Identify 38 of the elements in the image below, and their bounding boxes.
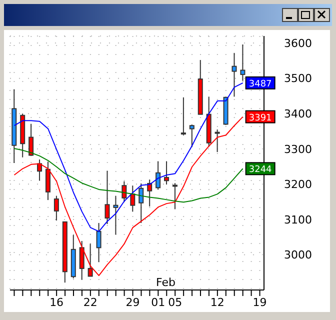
candlestick	[45, 161, 50, 201]
y-tick-label: 3400	[284, 108, 312, 121]
y-tick-label: 3200	[284, 178, 312, 192]
candlestick	[214, 128, 220, 153]
y-tick-label: 3300	[284, 142, 312, 156]
line-series	[14, 116, 244, 276]
candlestick	[172, 182, 178, 210]
candlestick	[189, 124, 194, 148]
candlestick	[147, 179, 152, 207]
candlestick	[240, 44, 246, 82]
y-tick-label: 3600	[284, 36, 312, 50]
candlestick	[104, 170, 110, 225]
data-label: 3391	[248, 113, 272, 124]
y-tick-label: 3500	[284, 72, 312, 86]
y-tick-label: 3100	[284, 213, 312, 226]
candlestick	[232, 52, 237, 98]
x-tick-label: 22	[83, 296, 98, 309]
candlestick	[122, 180, 127, 203]
candlestick	[54, 195, 59, 222]
y-tick-label: 3000	[284, 248, 312, 262]
x-tick-label: 29	[126, 296, 140, 309]
candlestick	[164, 160, 170, 186]
x-tick-label: 19	[252, 296, 267, 309]
candlestick	[130, 185, 136, 212]
x-tick-label: 12	[210, 296, 224, 309]
x-tick-label: 16	[50, 296, 64, 309]
candlestick	[96, 222, 102, 263]
candlestick	[37, 158, 42, 182]
candlestick	[138, 182, 144, 224]
candlestick	[28, 123, 34, 156]
data-label: 3487	[248, 79, 272, 90]
candlestick	[180, 96, 186, 136]
data-label: 3244	[248, 165, 272, 176]
x-tick-label: 01	[151, 296, 166, 309]
x-tick-label: 05	[168, 296, 182, 309]
candlestick	[113, 195, 118, 236]
candlestick	[156, 160, 161, 190]
annotation: Feb	[156, 276, 176, 289]
